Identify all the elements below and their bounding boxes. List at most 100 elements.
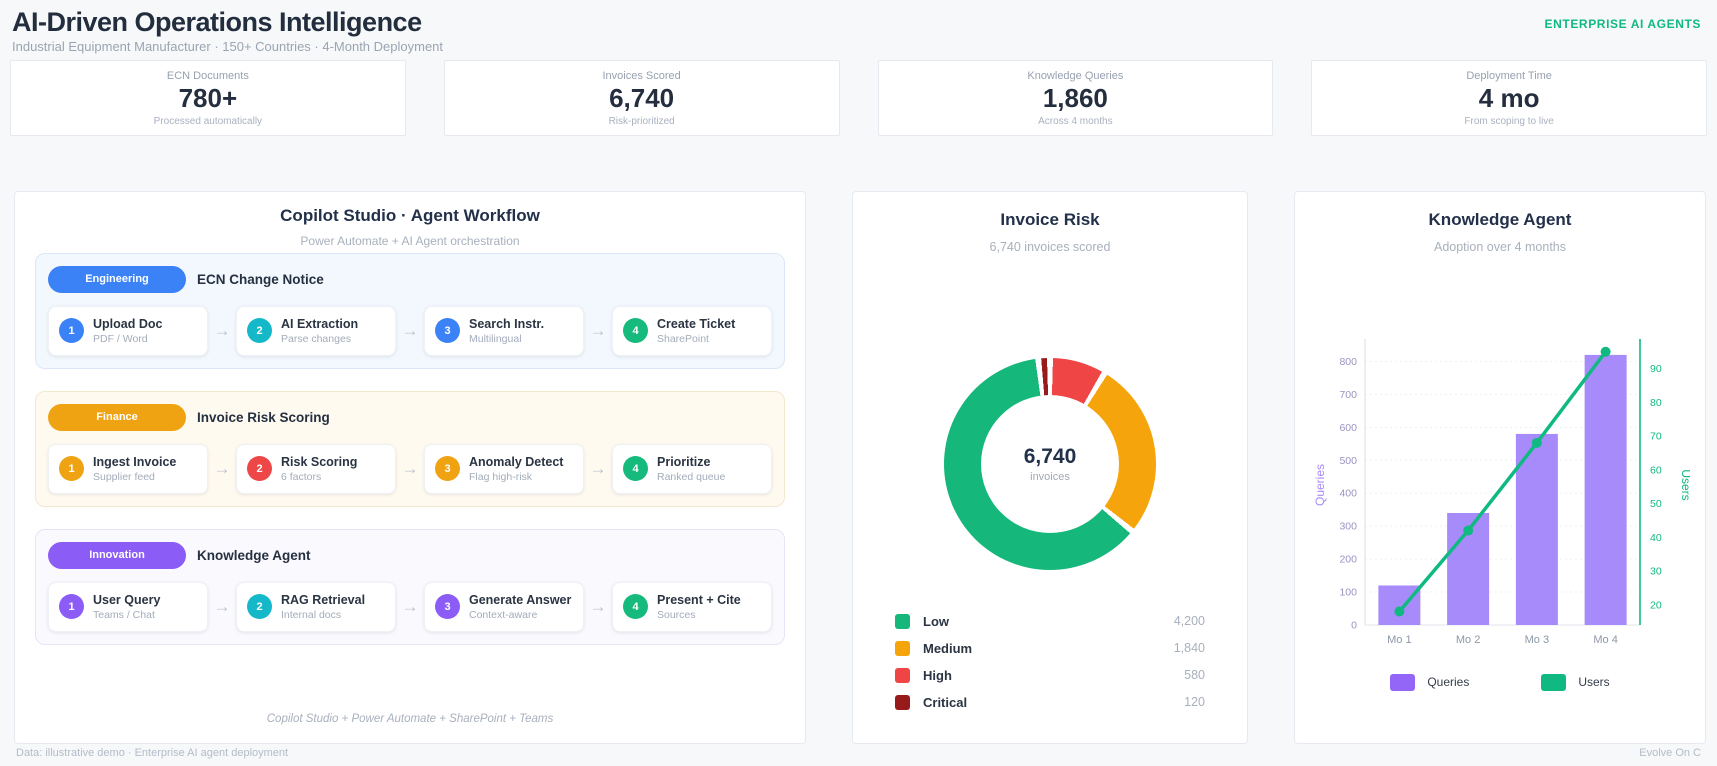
step-upload-doc: 1 Upload Doc PDF / Word [48, 305, 208, 356]
svg-text:600: 600 [1339, 421, 1357, 433]
step-sub: Context-aware [469, 608, 538, 621]
step-title: AI Extraction [281, 316, 359, 331]
step-number-badge: 2 [247, 456, 272, 482]
step-title: Risk Scoring [281, 454, 358, 469]
step-sub: 6 factors [281, 470, 322, 483]
step-title: Generate Answer [469, 592, 572, 607]
legend-swatch-critical [895, 694, 910, 710]
workflow-subtitle: Power Automate + AI Agent orchestration [300, 233, 520, 248]
enterprise-ai-agents-badge: ENTERPRISE AI AGENTS [1544, 17, 1701, 31]
svg-text:Queries: Queries [1313, 464, 1327, 506]
svg-text:800: 800 [1339, 356, 1357, 368]
step-create-ticket: 4 Create Ticket SharePoint [612, 305, 772, 356]
knowledge-agent-subtitle: Adoption over 4 months [1433, 239, 1567, 254]
step-ai-extraction: 2 AI Extraction Parse changes [236, 305, 396, 356]
kpi-card-ecn-documents: ECN Documents 780+ Processed automatical… [10, 60, 406, 136]
step-number-badge: 3 [435, 456, 460, 482]
workflow-title: Copilot Studio · Agent Workflow [280, 205, 540, 225]
step-title: Upload Doc [93, 316, 163, 331]
step-title: User Query [93, 592, 161, 607]
legend-row-critical: Critical 120 [895, 689, 1205, 716]
arrow-right-icon: → [401, 596, 419, 616]
legend-swatch-medium [895, 640, 910, 656]
svg-text:Mo 3: Mo 3 [1525, 634, 1549, 646]
donut-center-value: 6,740 [1023, 444, 1077, 468]
step-title: Ingest Invoice [93, 454, 177, 469]
legend-swatch-high [895, 667, 910, 683]
svg-text:40: 40 [1650, 531, 1662, 543]
lane-pill-innovation: Innovation [48, 541, 186, 569]
lane-finance: Finance Invoice Risk Scoring 1 Ingest In… [35, 390, 785, 507]
svg-text:50: 50 [1650, 498, 1662, 510]
steps-row: 1 Ingest Invoice Supplier feed → 2 Risk … [48, 443, 772, 494]
svg-text:90: 90 [1650, 363, 1662, 375]
lane-header: Innovation Knowledge Agent [48, 541, 772, 569]
svg-text:400: 400 [1339, 487, 1357, 499]
donut-center: 6,740 invoices [981, 394, 1119, 533]
step-present-cite: 4 Present + Cite Sources [612, 581, 772, 632]
step-generate-answer: 3 Generate Answer Context-aware [424, 581, 584, 632]
legend-item-users: Users [1541, 673, 1610, 691]
legend-row-medium: Medium 1,840 [895, 635, 1205, 662]
step-title: Prioritize [657, 454, 711, 469]
legend-swatch-queries [1390, 673, 1416, 691]
svg-text:Mo 2: Mo 2 [1456, 634, 1480, 646]
svg-text:30: 30 [1650, 565, 1662, 577]
lane-pill-engineering: Engineering [48, 265, 186, 293]
arrow-right-icon: → [213, 458, 231, 478]
steps-row: 1 Upload Doc PDF / Word → 2 AI Extractio… [48, 305, 772, 356]
lane-label: ECN Change Notice [197, 271, 324, 287]
lane-pill-finance: Finance [48, 403, 186, 431]
footer-right: Evolve On C [1639, 747, 1701, 759]
step-sub: Internal docs [281, 608, 342, 621]
svg-text:80: 80 [1650, 396, 1662, 408]
kpi-label: Invoices Scored [602, 70, 681, 82]
kpi-value: 780+ [178, 83, 238, 113]
arrow-right-icon: → [401, 458, 419, 478]
kpi-value: 4 mo [1478, 83, 1540, 113]
kpi-sub: Risk-prioritized [608, 115, 675, 127]
kpi-sub: Across 4 months [1038, 115, 1113, 127]
lane-engineering: Engineering ECN Change Notice 1 Upload D… [35, 252, 785, 369]
kpi-label: ECN Documents [166, 70, 249, 82]
invoice-risk-subtitle: 6,740 invoices scored [989, 239, 1111, 254]
knowledge-agent-title: Knowledge Agent [1428, 209, 1572, 229]
lane-innovation: Innovation Knowledge Agent 1 User Query … [35, 528, 785, 645]
page-footer: Data: illustrative demo · Enterprise AI … [16, 747, 1701, 759]
step-sub: PDF / Word [93, 332, 148, 345]
step-number-badge: 1 [59, 594, 84, 620]
step-sub: Teams / Chat [93, 608, 155, 621]
step-number-badge: 2 [247, 318, 272, 344]
step-number-badge: 4 [623, 456, 648, 482]
step-user-query: 1 User Query Teams / Chat [48, 581, 208, 632]
legend-label: Low [923, 613, 949, 629]
invoice-risk-panel: Invoice Risk 6,740 invoices scored 6,740… [852, 190, 1248, 744]
svg-text:0: 0 [1351, 619, 1357, 631]
svg-text:20: 20 [1650, 599, 1662, 611]
donut-center-label: invoices [1030, 470, 1070, 483]
step-sub: Parse changes [281, 332, 352, 345]
kpi-card-invoices-scored: Invoices Scored 6,740 Risk-prioritized [443, 60, 840, 136]
knowledge-agent-panel: Knowledge Agent Adoption over 4 months 0… [1294, 190, 1706, 744]
legend-label: High [923, 667, 952, 683]
svg-text:300: 300 [1339, 520, 1357, 532]
lane-header: Engineering ECN Change Notice [48, 265, 772, 293]
workflow-panel: Copilot Studio · Agent Workflow Power Au… [14, 190, 806, 744]
svg-text:Mo 4: Mo 4 [1593, 634, 1617, 646]
svg-text:60: 60 [1650, 464, 1662, 476]
step-sub: Multilingual [469, 332, 522, 345]
svg-text:100: 100 [1339, 586, 1357, 598]
step-title: RAG Retrieval [281, 592, 366, 607]
step-number-badge: 3 [435, 318, 460, 344]
arrow-right-icon: → [589, 458, 607, 478]
svg-text:700: 700 [1339, 389, 1357, 401]
step-number-badge: 3 [435, 594, 460, 620]
step-title: Anomaly Detect [469, 454, 564, 469]
kpi-value: 1,860 [1042, 83, 1108, 113]
arrow-right-icon: → [589, 320, 607, 340]
step-sub: SharePoint [657, 332, 709, 345]
kpi-card-knowledge-queries: Knowledge Queries 1,860 Across 4 months [877, 60, 1274, 136]
legend-value: 580 [1184, 668, 1205, 683]
header: AI-Driven Operations Intelligence Indust… [0, 0, 1717, 54]
